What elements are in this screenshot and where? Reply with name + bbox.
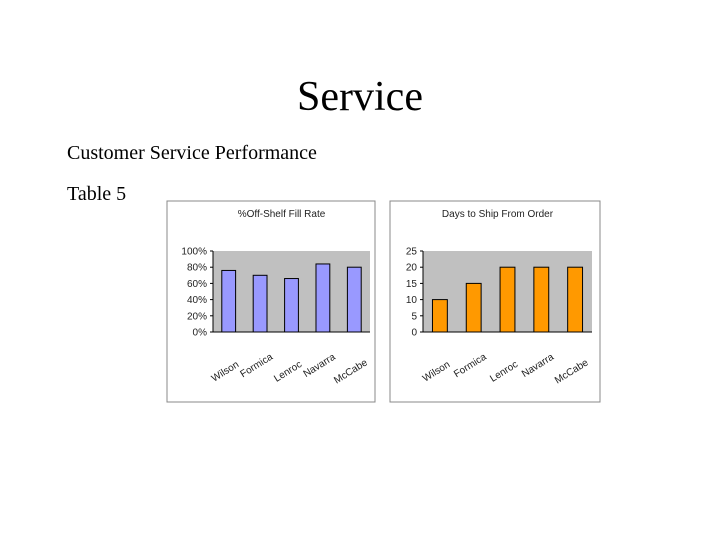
y-tick-label: 15 [406,279,418,290]
y-tick-label: 100% [181,247,207,258]
bar [252,274,268,333]
y-tick-label: 40% [187,295,207,306]
bar [533,266,550,333]
y-tick-label: 20% [187,311,207,322]
bar [567,266,584,333]
bar [499,266,516,333]
y-tick-label: 25 [406,247,418,258]
bar [221,269,237,333]
bar [284,278,299,333]
slide-title: Service [297,74,423,120]
slide-line: Table 5 [67,183,126,205]
y-tick-label: 20 [406,263,418,274]
y-tick-label: 60% [187,279,207,290]
bar [315,263,331,333]
bar [431,299,448,333]
slide-line: Customer Service Performance [67,142,317,164]
bar [465,282,482,333]
y-tick-label: 10 [406,295,418,306]
y-tick-label: 0 [411,328,417,339]
chart-title: %Off-Shelf Fill Rate [238,209,326,220]
bar [346,266,362,333]
chart-title: Days to Ship From Order [442,209,554,220]
y-tick-label: 80% [187,263,207,274]
y-tick-label: 5 [411,311,417,322]
y-tick-label: 0% [193,328,208,339]
